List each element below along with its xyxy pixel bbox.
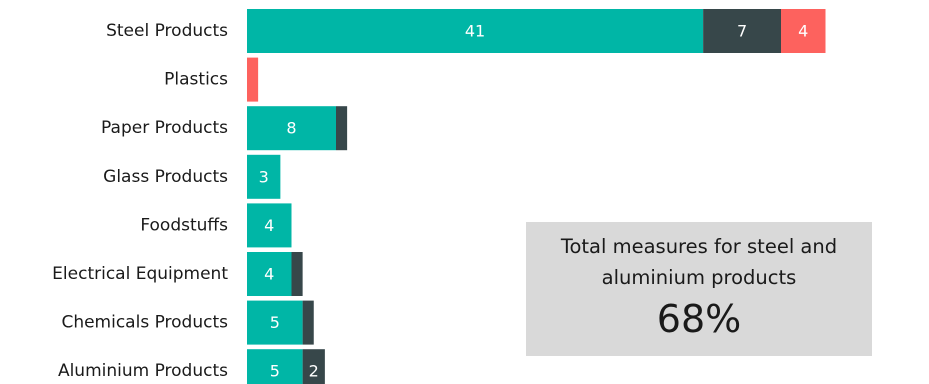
data-label: 3 — [259, 167, 269, 186]
callout-text: Total measures for steel and aluminium p… — [560, 235, 838, 289]
data-label: 2 — [309, 362, 319, 381]
data-label: 4 — [264, 216, 274, 235]
data-label: 5 — [270, 362, 280, 381]
bar-segment-series-2 — [302, 349, 325, 384]
data-label: 4 — [264, 265, 274, 284]
callout-value: 68% — [656, 297, 742, 341]
bar-segment-series-1 — [247, 300, 303, 345]
category-label: Chemicals Products — [61, 313, 228, 333]
bars-group: 41 7 4 8 3 4 4 5 5 2 — [247, 9, 826, 384]
summary-callout: Total measures for steel and aluminium p… — [526, 222, 872, 356]
bar-segment-series-1 — [247, 106, 336, 151]
bar-segment-series-1 — [247, 203, 292, 248]
bar-segment-series-3 — [781, 9, 826, 53]
category-label: Foodstuffs — [140, 215, 228, 235]
bar-segment-series-2 — [291, 252, 303, 296]
data-label: 7 — [737, 22, 747, 41]
data-label: 8 — [286, 119, 296, 138]
bar-segment-series-2 — [703, 9, 781, 53]
category-labels-group: Steel Products Plastics Paper Products Glas… — [52, 21, 228, 381]
data-label: 41 — [465, 22, 485, 41]
bar-segment-series-1 — [247, 154, 281, 199]
category-label: Steel Products — [106, 21, 228, 41]
bar-segment-series-2 — [336, 106, 348, 151]
bar-segment-series-1 — [247, 9, 704, 53]
category-label: Electrical Equipment — [52, 264, 228, 284]
data-label: 4 — [798, 22, 808, 41]
bar-segment-series-3 — [247, 57, 259, 102]
bar-segment-series-1 — [247, 252, 292, 296]
category-label: Plastics — [164, 70, 228, 90]
category-label: Paper Products — [101, 118, 228, 138]
category-label: Aluminium Products — [58, 361, 228, 381]
bar-segment-series-2 — [302, 300, 314, 345]
bar-segment-series-1 — [247, 349, 303, 384]
category-label: Glass Products — [103, 167, 228, 187]
data-label: 5 — [270, 313, 280, 332]
